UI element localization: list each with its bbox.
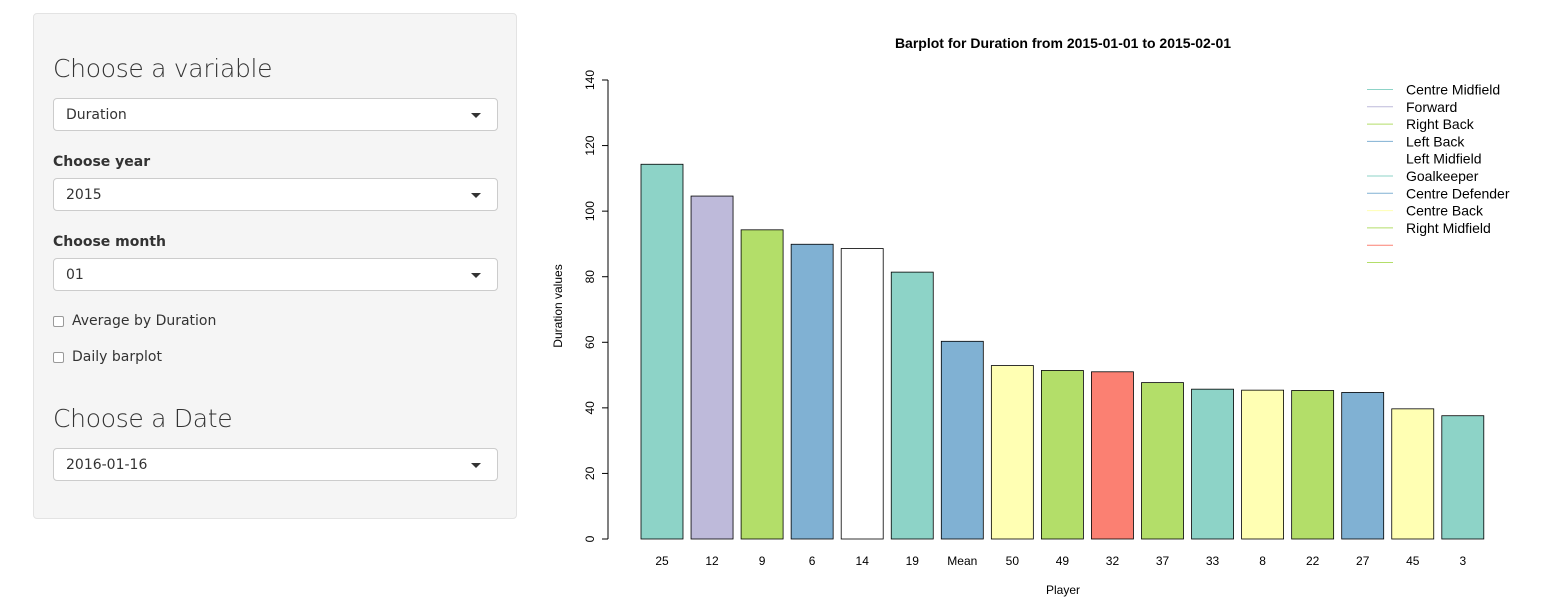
x-tick-label: 12 bbox=[705, 554, 719, 568]
legend-label: Centre Back bbox=[1406, 203, 1484, 219]
variable-select-value: Duration bbox=[66, 107, 127, 123]
daily-barplot-checkbox[interactable]: Daily barplot bbox=[53, 347, 162, 367]
daily-barplot-checkbox-box[interactable] bbox=[53, 351, 64, 363]
legend-label: Centre Midfield bbox=[1406, 82, 1500, 98]
y-tick-label: 100 bbox=[583, 201, 597, 221]
y-axis: 0 20 40 60 80 100 120 140 bbox=[583, 70, 609, 542]
y-tick-label: 0 bbox=[583, 535, 597, 542]
average-checkbox[interactable]: Average by Duration bbox=[53, 311, 216, 331]
barplot-output: Barplot for Duration from 2015-01-01 to … bbox=[540, 0, 1560, 610]
legend-label: Goalkeeper bbox=[1406, 168, 1479, 184]
legend-label: Right Midfield bbox=[1406, 220, 1491, 236]
date-select-value: 2016-01-16 bbox=[66, 457, 148, 473]
year-select-value: 2015 bbox=[66, 187, 102, 203]
chart-title: Barplot for Duration from 2015-01-01 to … bbox=[895, 35, 1231, 51]
x-tick-label: 37 bbox=[1156, 554, 1170, 568]
bar bbox=[940, 340, 984, 540]
x-tick-label: 32 bbox=[1106, 554, 1120, 568]
x-tick-label: 3 bbox=[1459, 554, 1466, 568]
bar bbox=[1391, 408, 1435, 540]
x-tick-label: 25 bbox=[655, 554, 669, 568]
bar bbox=[1091, 371, 1134, 540]
x-tick-label: 22 bbox=[1306, 554, 1320, 568]
x-tick-label: 27 bbox=[1356, 554, 1370, 568]
y-tick-label: 40 bbox=[583, 401, 597, 415]
bar bbox=[1040, 370, 1084, 540]
x-tick-label: 33 bbox=[1206, 554, 1220, 568]
legend-label: Left Back bbox=[1406, 133, 1465, 149]
daily-barplot-checkbox-label: Daily barplot bbox=[72, 349, 162, 365]
y-tick-label: 20 bbox=[583, 466, 597, 480]
bar bbox=[890, 271, 934, 540]
x-tick-label: 6 bbox=[809, 554, 816, 568]
chevron-down-icon bbox=[471, 463, 481, 468]
date-heading: Choose a Date bbox=[53, 404, 233, 433]
x-axis-label: Player bbox=[1046, 583, 1080, 597]
barplot-chart: Barplot for Duration from 2015-01-01 to … bbox=[551, 35, 1510, 597]
bar bbox=[1291, 390, 1335, 540]
year-label: Choose year bbox=[53, 154, 151, 170]
bar bbox=[740, 229, 784, 540]
bar bbox=[690, 195, 734, 540]
month-select-value: 01 bbox=[66, 267, 84, 283]
x-tick-label: 50 bbox=[1006, 554, 1020, 568]
month-select[interactable]: 01 bbox=[53, 258, 498, 291]
x-tick-label: 14 bbox=[856, 554, 870, 568]
y-tick-label: 120 bbox=[583, 135, 597, 155]
variable-select[interactable]: Duration bbox=[53, 98, 498, 131]
x-tick-label: 8 bbox=[1259, 554, 1266, 568]
y-tick-label: 80 bbox=[583, 270, 597, 284]
bar bbox=[1241, 389, 1284, 540]
chevron-down-icon bbox=[471, 113, 481, 118]
bar bbox=[990, 365, 1034, 540]
legend-label: Forward bbox=[1406, 99, 1457, 115]
year-select[interactable]: 2015 bbox=[53, 178, 498, 211]
y-tick-label: 140 bbox=[583, 70, 597, 90]
date-select[interactable]: 2016-01-16 bbox=[53, 448, 498, 481]
x-tick-label: 9 bbox=[759, 554, 766, 568]
month-label: Choose month bbox=[53, 234, 167, 250]
bar bbox=[1441, 415, 1485, 540]
x-tick-label: 49 bbox=[1056, 554, 1070, 568]
x-tick-label: Mean bbox=[947, 554, 977, 568]
y-tick-label: 60 bbox=[583, 335, 597, 349]
bar bbox=[840, 248, 884, 540]
bar bbox=[640, 163, 684, 540]
chevron-down-icon bbox=[471, 193, 481, 198]
bar bbox=[1191, 388, 1234, 540]
bar bbox=[1341, 392, 1385, 540]
legend-label: Right Back bbox=[1406, 116, 1475, 132]
bar bbox=[1141, 382, 1184, 540]
x-tick-labels: 25 12 9 6 14 19 Mean 50 49 32 37 33 8 22 27 45 3 bbox=[655, 554, 1466, 568]
average-checkbox-label: Average by Duration bbox=[72, 313, 217, 329]
bars bbox=[640, 163, 1485, 540]
average-checkbox-box[interactable] bbox=[53, 315, 64, 327]
bar bbox=[790, 243, 834, 540]
variable-heading: Choose a variable bbox=[53, 54, 273, 83]
x-tick-label: 19 bbox=[906, 554, 920, 568]
x-tick-label: 45 bbox=[1406, 554, 1420, 568]
chevron-down-icon bbox=[471, 273, 481, 278]
y-axis-label: Duration values bbox=[551, 264, 565, 347]
legend-label: Centre Defender bbox=[1406, 185, 1510, 201]
sidebar-panel: Choose a variable Duration Choose year 2… bbox=[33, 13, 517, 519]
legend-label: Left Midfield bbox=[1406, 151, 1481, 167]
